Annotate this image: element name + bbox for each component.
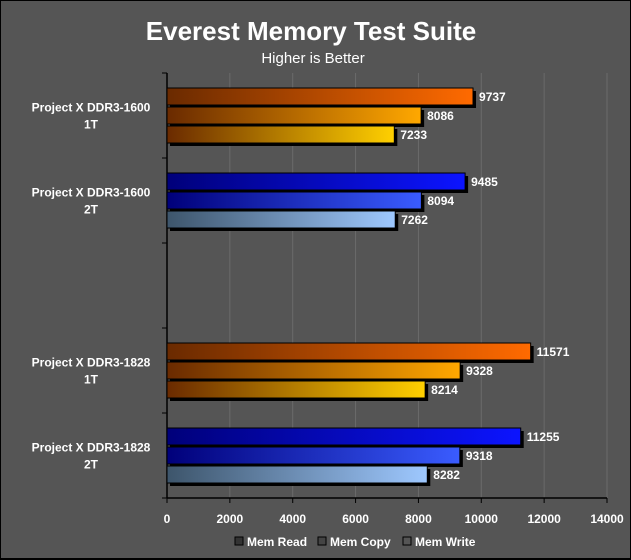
data-label: 11255: [527, 430, 560, 444]
category-label: Project X DDR3-1828: [32, 441, 151, 455]
x-tick-label: 4000: [279, 512, 306, 526]
x-tick-label: 14000: [590, 512, 624, 526]
x-tick-label: 0: [164, 512, 171, 526]
bar-mem-copy: [166, 191, 422, 210]
x-tick-label: 12000: [527, 512, 561, 526]
bar-mem-copy: [166, 446, 461, 465]
axes: [162, 72, 608, 503]
legend-swatch: [234, 536, 244, 546]
chart-title: Everest Memory Test Suite: [146, 16, 476, 46]
category-label: 2T: [84, 203, 99, 217]
bar-mem-read: [166, 172, 466, 191]
data-label: 8086: [427, 109, 454, 123]
bar-mem-read: [166, 342, 532, 361]
category-label: Project X DDR3-1600: [32, 186, 151, 200]
x-tick-label: 2000: [217, 512, 244, 526]
category-label: 2T: [84, 458, 99, 472]
bar-mem-read: [166, 87, 474, 106]
legend-swatch: [317, 536, 327, 546]
data-label: 7233: [400, 128, 427, 142]
data-label: 9318: [466, 449, 493, 463]
data-label: 9485: [471, 175, 498, 189]
x-tick-label: 10000: [465, 512, 499, 526]
category-label: Project X DDR3-1600: [32, 101, 151, 115]
x-tick-label: 8000: [405, 512, 432, 526]
bar-mem-write: [166, 125, 395, 144]
data-label: 8094: [427, 194, 454, 208]
chart-subtitle: Higher is Better: [261, 50, 364, 67]
labels: 0 2000 4000 6000 8000 10000 12000 14000 Project …: [32, 90, 624, 526]
bar-mem-write: [166, 465, 428, 484]
bar-mem-write: [166, 380, 426, 399]
data-label: 7262: [401, 213, 428, 227]
bar-mem-copy: [166, 361, 461, 380]
data-label: 8214: [431, 383, 458, 397]
data-label: 9737: [479, 90, 506, 104]
legend-label: Mem Write: [415, 535, 476, 549]
category-label: 1T: [84, 118, 99, 132]
x-tick-label: 6000: [342, 512, 369, 526]
bar-mem-read: [166, 427, 522, 446]
category-label: 1T: [84, 373, 99, 387]
bar-mem-copy: [166, 106, 422, 125]
bar-mem-write: [166, 210, 396, 229]
legend-label: Mem Read: [247, 535, 307, 549]
legend-label: Mem Copy: [330, 535, 391, 549]
legend-swatch: [402, 536, 412, 546]
data-label: 9328: [466, 364, 493, 378]
bars: [166, 87, 534, 486]
data-label: 11571: [537, 345, 570, 359]
legend: Mem Read Mem Copy Mem Write: [234, 535, 476, 549]
category-label: Project X DDR3-1828: [32, 356, 151, 370]
data-label: 8282: [433, 468, 460, 482]
